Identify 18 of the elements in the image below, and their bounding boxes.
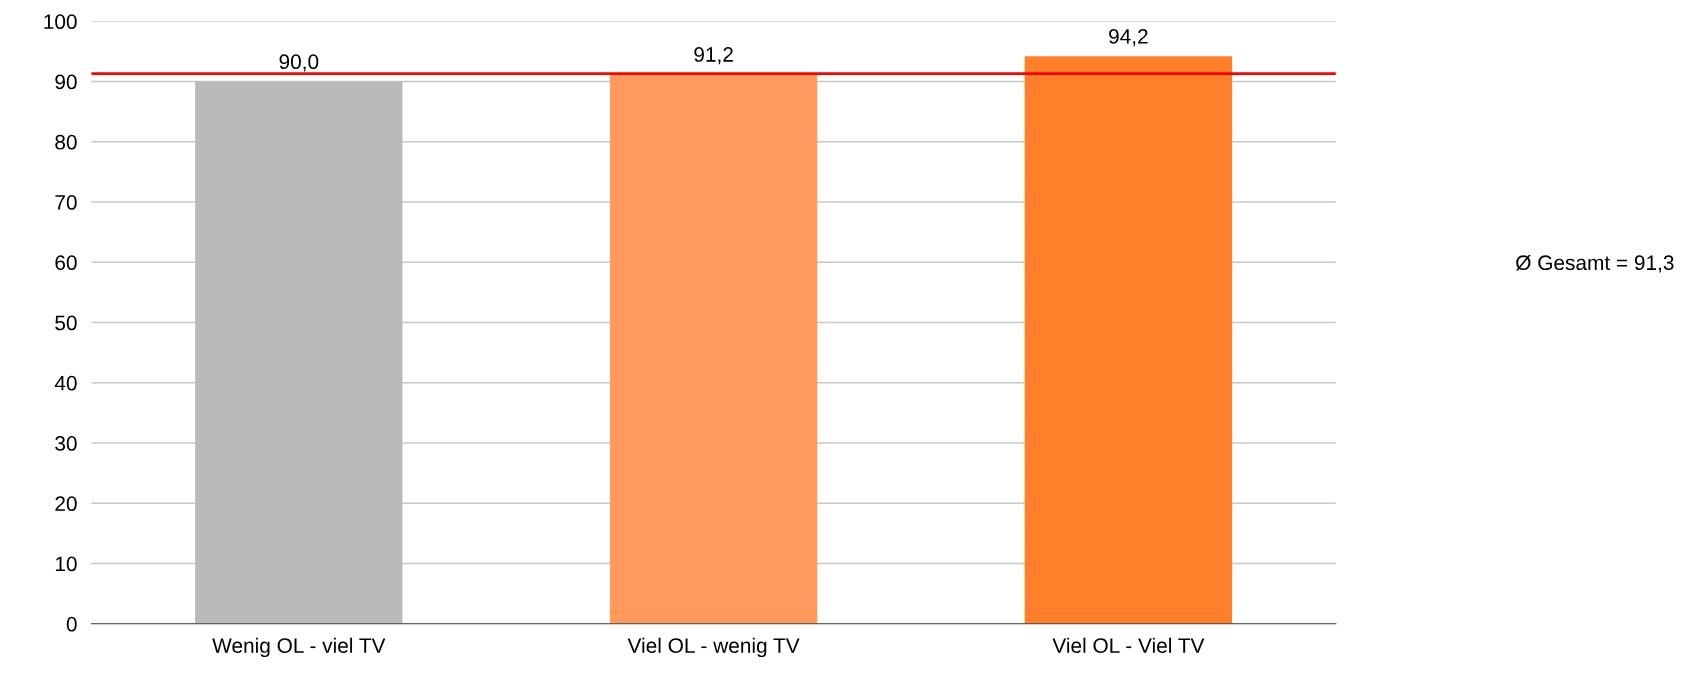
y-tick-label: 90 [55, 74, 77, 90]
x-tick-label: Viel OL - Viel TV [1052, 637, 1205, 653]
data-label: 94,2 [1109, 29, 1148, 47]
x-tick-label: Viel OL - wenig TV [627, 637, 800, 658]
y-tick-label: 100 [44, 14, 77, 30]
x-tick-label: Wenig OL - viel TV [212, 637, 386, 658]
y-tick-label: 0 [66, 616, 77, 632]
y-tick-label: 60 [55, 255, 77, 271]
y-tick-label: 80 [55, 134, 77, 150]
y-tick-label: 40 [54, 375, 77, 391]
y-tick-label: 20 [55, 496, 77, 512]
data-label: 90,0 [279, 54, 319, 72]
y-tick-label: 30 [55, 436, 77, 451]
y-tick-label: 70 [55, 195, 77, 210]
text: Ø Gesamt = 91,3 [1515, 254, 1674, 273]
data-label: 91,2 [694, 47, 733, 65]
y-tick-label: 50 [55, 315, 77, 331]
y-tick-label: 10 [55, 556, 77, 572]
